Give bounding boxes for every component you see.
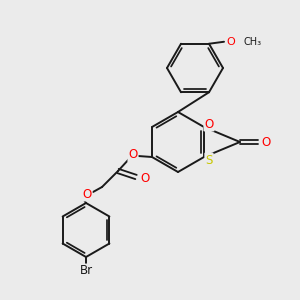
Text: CH₃: CH₃ (243, 37, 261, 47)
Text: Br: Br (80, 265, 93, 278)
Text: O: O (140, 172, 150, 184)
Text: S: S (205, 154, 213, 166)
Text: O: O (261, 136, 271, 148)
Text: O: O (204, 118, 214, 130)
Text: O: O (226, 37, 236, 47)
Text: O: O (82, 188, 91, 200)
Text: O: O (128, 148, 138, 161)
